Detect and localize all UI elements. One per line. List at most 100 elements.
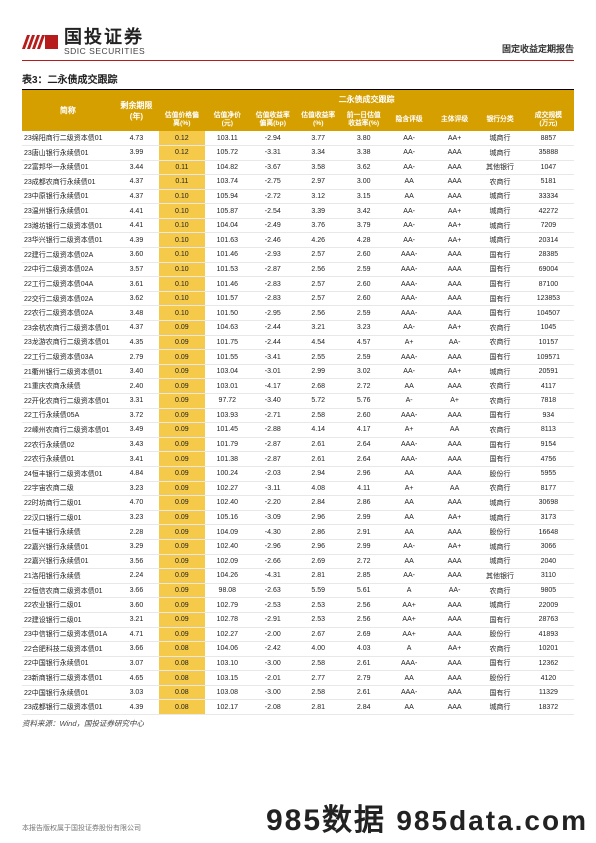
table-row: 23华兴银行二级资本债014.390.10101.63-2.464.264.28… xyxy=(22,233,574,248)
cell-nav: 98.08 xyxy=(205,583,250,598)
cell-volume: 28385 xyxy=(523,248,574,263)
cell-dev: 0.09 xyxy=(159,496,204,511)
cell-issuer_rating: AA+ xyxy=(432,218,477,233)
th-volume: 成交规模(万元) xyxy=(523,109,574,131)
cell-bank_type: 城商行 xyxy=(477,364,522,379)
cell-dev: 0.08 xyxy=(159,685,204,700)
cell-ytm: 2.97 xyxy=(296,175,341,190)
cell-imp_rating: AAA- xyxy=(386,350,431,365)
cell-name: 22恒信农商二级资本债01 xyxy=(22,583,114,598)
cell-name: 23潍坊银行二级资本债01 xyxy=(22,218,114,233)
cell-ytm_dev: -2.87 xyxy=(250,437,295,452)
table-row: 22工行二级资本债04A3.610.10101.46-2.832.572.60A… xyxy=(22,277,574,292)
cell-bank_type: 股份行 xyxy=(477,525,522,540)
cell-dev: 0.08 xyxy=(159,642,204,657)
cell-ytm: 2.55 xyxy=(296,350,341,365)
cell-ytm_dev: -2.83 xyxy=(250,291,295,306)
cell-maturity: 4.71 xyxy=(114,627,159,642)
cell-ytm: 3.12 xyxy=(296,189,341,204)
table-row: 23中原银行永续债014.370.10105.94-2.723.123.15AA… xyxy=(22,189,574,204)
cell-name: 22农行二级资本债02A xyxy=(22,306,114,321)
cell-dev: 0.09 xyxy=(159,510,204,525)
cell-prev_ytm: 2.56 xyxy=(341,598,386,613)
cell-prev_ytm: 3.62 xyxy=(341,160,386,175)
cell-imp_rating: AAA- xyxy=(386,408,431,423)
cell-name: 22中国银行永续债01 xyxy=(22,685,114,700)
cell-imp_rating: AAA- xyxy=(386,685,431,700)
cell-dev: 0.09 xyxy=(159,335,204,350)
cell-imp_rating: AAA- xyxy=(386,248,431,263)
cell-nav: 102.40 xyxy=(205,539,250,554)
cell-ytm_dev: -3.41 xyxy=(250,350,295,365)
cell-maturity: 4.65 xyxy=(114,671,159,686)
cell-name: 22汉口银行二级01 xyxy=(22,510,114,525)
cell-maturity: 3.03 xyxy=(114,685,159,700)
cell-imp_rating: AA xyxy=(386,379,431,394)
cell-maturity: 4.41 xyxy=(114,204,159,219)
cell-bank_type: 股份行 xyxy=(477,627,522,642)
cell-bank_type: 国有行 xyxy=(477,656,522,671)
th-super: 二永债成交跟踪 xyxy=(159,90,574,109)
cell-ytm_dev: -3.31 xyxy=(250,145,295,160)
cell-maturity: 3.21 xyxy=(114,612,159,627)
cell-name: 23成都农商行永续债01 xyxy=(22,175,114,190)
cell-maturity: 3.66 xyxy=(114,642,159,657)
cell-ytm: 2.57 xyxy=(296,277,341,292)
cell-nav: 103.08 xyxy=(205,685,250,700)
cell-bank_type: 国有行 xyxy=(477,612,522,627)
cell-nav: 102.27 xyxy=(205,481,250,496)
cell-issuer_rating: AAA xyxy=(432,496,477,511)
cell-name: 22嘉兴银行永续债01 xyxy=(22,539,114,554)
cell-maturity: 4.39 xyxy=(114,233,159,248)
cell-issuer_rating: A+ xyxy=(432,394,477,409)
cell-name: 22中行二级资本债02A xyxy=(22,262,114,277)
cell-dev: 0.09 xyxy=(159,408,204,423)
cell-volume: 41893 xyxy=(523,627,574,642)
cell-dev: 0.09 xyxy=(159,525,204,540)
cell-issuer_rating: AAA xyxy=(432,277,477,292)
cell-prev_ytm: 5.76 xyxy=(341,394,386,409)
cell-maturity: 3.57 xyxy=(114,262,159,277)
cell-imp_rating: AAA- xyxy=(386,437,431,452)
cell-volume: 10157 xyxy=(523,335,574,350)
th-nav: 估值净价(元) xyxy=(205,109,250,131)
cell-volume: 16648 xyxy=(523,525,574,540)
cell-issuer_rating: AAA xyxy=(432,685,477,700)
cell-prev_ytm: 2.59 xyxy=(341,306,386,321)
cell-dev: 0.09 xyxy=(159,554,204,569)
cell-bank_type: 城商行 xyxy=(477,539,522,554)
cell-name: 23成都银行二级资本债01 xyxy=(22,700,114,715)
cell-volume: 30698 xyxy=(523,496,574,511)
cell-ytm: 2.86 xyxy=(296,525,341,540)
cell-nav: 101.75 xyxy=(205,335,250,350)
cell-ytm: 2.94 xyxy=(296,466,341,481)
table-row: 23成都农商行永续债014.370.11103.74-2.752.973.00A… xyxy=(22,175,574,190)
cell-ytm: 2.58 xyxy=(296,656,341,671)
cell-ytm_dev: -2.44 xyxy=(250,321,295,336)
cell-name: 22农行永续债01 xyxy=(22,452,114,467)
cell-ytm: 2.69 xyxy=(296,554,341,569)
cell-bank_type: 农商行 xyxy=(477,394,522,409)
cell-bank_type: 国有行 xyxy=(477,248,522,263)
cell-volume: 7818 xyxy=(523,394,574,409)
footer-copyright: 本报告版权属于国投证券股份有限公司 xyxy=(22,823,141,833)
cell-ytm: 4.00 xyxy=(296,642,341,657)
cell-dev: 0.09 xyxy=(159,481,204,496)
cell-ytm: 2.99 xyxy=(296,364,341,379)
cell-nav: 102.17 xyxy=(205,700,250,715)
cell-prev_ytm: 2.86 xyxy=(341,496,386,511)
cell-imp_rating: AA- xyxy=(386,321,431,336)
cell-ytm: 3.21 xyxy=(296,321,341,336)
table-row: 22建设银行二级013.210.09102.78-2.912.532.56AA+… xyxy=(22,612,574,627)
cell-bank_type: 股份行 xyxy=(477,671,522,686)
cell-issuer_rating: AAA xyxy=(432,569,477,584)
cell-issuer_rating: AA+ xyxy=(432,321,477,336)
cell-ytm_dev: -2.88 xyxy=(250,423,295,438)
cell-dev: 0.10 xyxy=(159,291,204,306)
cell-issuer_rating: AAA xyxy=(432,466,477,481)
cell-ytm: 5.59 xyxy=(296,583,341,598)
table-row: 22农行永续债013.410.09101.38-2.872.612.64AAA-… xyxy=(22,452,574,467)
cell-nav: 103.15 xyxy=(205,671,250,686)
cell-imp_rating: A+ xyxy=(386,481,431,496)
cell-volume: 20314 xyxy=(523,233,574,248)
